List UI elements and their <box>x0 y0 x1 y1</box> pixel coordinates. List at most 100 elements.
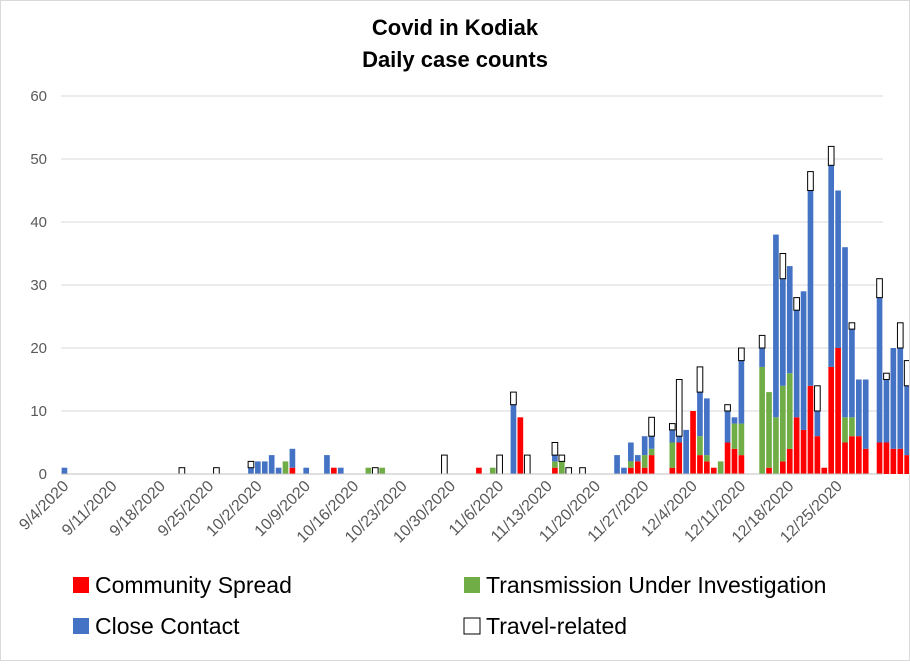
bar-transmission-under-investigation <box>282 461 289 474</box>
bar-community-spread <box>634 461 641 474</box>
bar-community-spread <box>690 411 696 474</box>
bar-transmission-under-investigation <box>552 461 558 468</box>
bar-close-contact <box>628 442 634 462</box>
bar-community-spread <box>517 417 524 474</box>
bar-close-contact <box>897 348 904 449</box>
bar-close-contact <box>248 467 254 474</box>
bar-close-contact <box>510 404 517 474</box>
bar-close-contact <box>261 461 268 474</box>
bar-community-spread <box>807 385 814 474</box>
bar-community-spread <box>697 455 703 474</box>
bar-close-contact <box>890 348 897 449</box>
bar-community-spread <box>724 442 731 474</box>
bar-transmission-under-investigation <box>641 455 648 468</box>
bar-transmission-under-investigation <box>842 417 848 443</box>
bar-community-spread <box>704 461 710 474</box>
bar-community-spread <box>793 417 800 474</box>
y-tick-label: 30 <box>30 277 47 294</box>
x-axis: 9/4/20209/11/20209/18/20209/25/202010/2/… <box>16 473 883 546</box>
bar-community-spread <box>821 467 828 474</box>
bar-close-contact <box>255 461 261 474</box>
bar-travel-related <box>883 372 890 381</box>
bar-community-spread <box>731 448 738 474</box>
bar-community-spread <box>835 348 841 474</box>
y-tick-label: 10 <box>30 403 47 420</box>
bar-close-contact <box>835 190 841 348</box>
bar-community-spread <box>876 442 883 474</box>
bar-close-contact <box>849 329 855 418</box>
bar-close-contact <box>268 455 275 474</box>
legend: Community Spread Transmission Under Inves… <box>73 572 826 639</box>
bar-close-contact <box>324 455 330 474</box>
bar-transmission-under-investigation <box>849 417 855 437</box>
bar-travel-related <box>675 379 683 437</box>
bar-close-contact <box>697 392 703 437</box>
y-tick-label: 20 <box>30 340 47 357</box>
bar-close-contact <box>669 429 676 443</box>
bar-travel-related <box>213 467 220 475</box>
bar-close-contact <box>800 291 807 430</box>
gridlines <box>61 95 883 412</box>
bar-community-spread <box>476 467 482 474</box>
bar-close-contact <box>683 429 689 474</box>
chart-title: Covid in Kodiak <box>372 15 539 40</box>
bar-transmission-under-investigation <box>648 448 655 456</box>
bar-community-spread <box>786 448 793 474</box>
bar-travel-related <box>523 454 531 475</box>
bar-community-spread <box>842 442 848 474</box>
bar-travel-related <box>551 442 559 456</box>
bar-travel-related <box>814 385 821 412</box>
bar-close-contact <box>621 467 627 474</box>
y-tick-label: 40 <box>30 214 47 231</box>
bar-transmission-under-investigation <box>365 467 372 474</box>
bar-travel-related <box>648 416 655 437</box>
bar-travel-related <box>579 467 586 475</box>
bar-close-contact <box>289 448 296 468</box>
bar-community-spread <box>828 366 835 474</box>
bar-travel-related <box>876 278 883 299</box>
bar-close-contact <box>814 411 821 437</box>
bar-close-contact <box>337 467 344 474</box>
bar-close-contact <box>552 455 558 462</box>
bar-transmission-under-investigation <box>628 461 634 468</box>
bar-close-contact <box>786 266 793 374</box>
bar-transmission-under-investigation <box>697 436 703 456</box>
bar-travel-related <box>827 145 835 166</box>
bar-transmission-under-investigation <box>558 461 565 474</box>
bar-close-contact <box>773 234 779 418</box>
legend-label: Travel-related <box>486 613 627 639</box>
bar-community-spread <box>855 436 862 474</box>
bar-travel-related <box>565 467 573 475</box>
bars <box>61 145 910 475</box>
bar-community-spread <box>676 442 683 474</box>
bar-community-spread <box>628 467 634 474</box>
bar-community-spread <box>331 467 337 474</box>
legend-swatch <box>464 577 480 593</box>
chart-subtitle: Daily case counts <box>362 47 548 72</box>
bar-community-spread <box>552 467 558 474</box>
bar-close-contact <box>883 379 890 443</box>
bar-community-spread <box>669 467 676 474</box>
bar-close-contact <box>876 297 883 443</box>
bar-transmission-under-investigation <box>669 442 676 468</box>
legend-swatch <box>73 577 89 593</box>
y-axis: 0 10 20 30 40 50 60 <box>30 88 47 483</box>
bar-community-spread <box>738 455 745 474</box>
bar-travel-related <box>793 297 800 311</box>
bar-community-spread <box>800 429 807 474</box>
bar-close-contact <box>731 417 738 424</box>
bar-travel-related <box>848 322 856 330</box>
legend-label: Community Spread <box>95 572 292 598</box>
bar-close-contact <box>862 379 869 449</box>
bar-travel-related <box>558 454 566 462</box>
bar-travel-related <box>738 347 745 362</box>
bar-close-contact <box>855 379 862 437</box>
bar-travel-related <box>903 360 910 387</box>
bar-community-spread <box>814 436 821 474</box>
bar-close-contact <box>648 436 655 449</box>
bar-close-contact <box>828 165 835 367</box>
bar-transmission-under-investigation <box>759 366 765 474</box>
bar-transmission-under-investigation <box>738 423 745 456</box>
